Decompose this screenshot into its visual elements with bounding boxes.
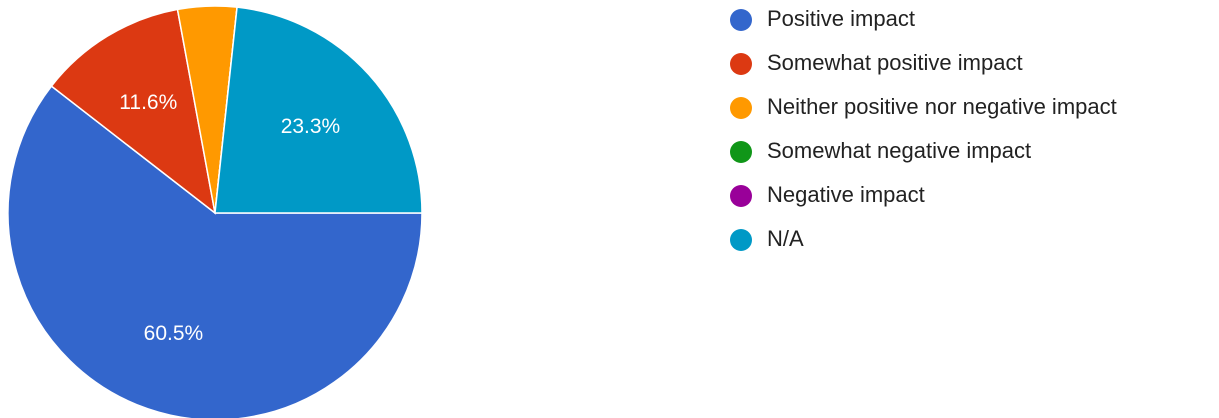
legend-swatch — [730, 9, 752, 31]
legend-text: N/A — [767, 226, 804, 251]
pie-slice — [214, 6, 423, 214]
legend-text: Somewhat positive impact — [767, 50, 1023, 75]
legend-swatch — [730, 229, 752, 251]
legend-swatch — [730, 185, 752, 207]
slice-label: 11.6% — [119, 91, 177, 114]
slice-label: 23.3% — [281, 115, 341, 138]
legend-text: Neither positive nor negative impact — [767, 94, 1117, 119]
slice-label: 60.5% — [144, 322, 204, 345]
legend-swatch — [730, 141, 752, 163]
legend-text: Negative impact — [767, 182, 925, 207]
legend-text: Positive impact — [767, 6, 915, 31]
legend-swatch — [730, 53, 752, 75]
pie-slice — [50, 8, 217, 215]
legend-text: Somewhat negative impact — [767, 138, 1031, 163]
pie-slice — [7, 85, 423, 418]
legend-swatch — [730, 97, 752, 119]
